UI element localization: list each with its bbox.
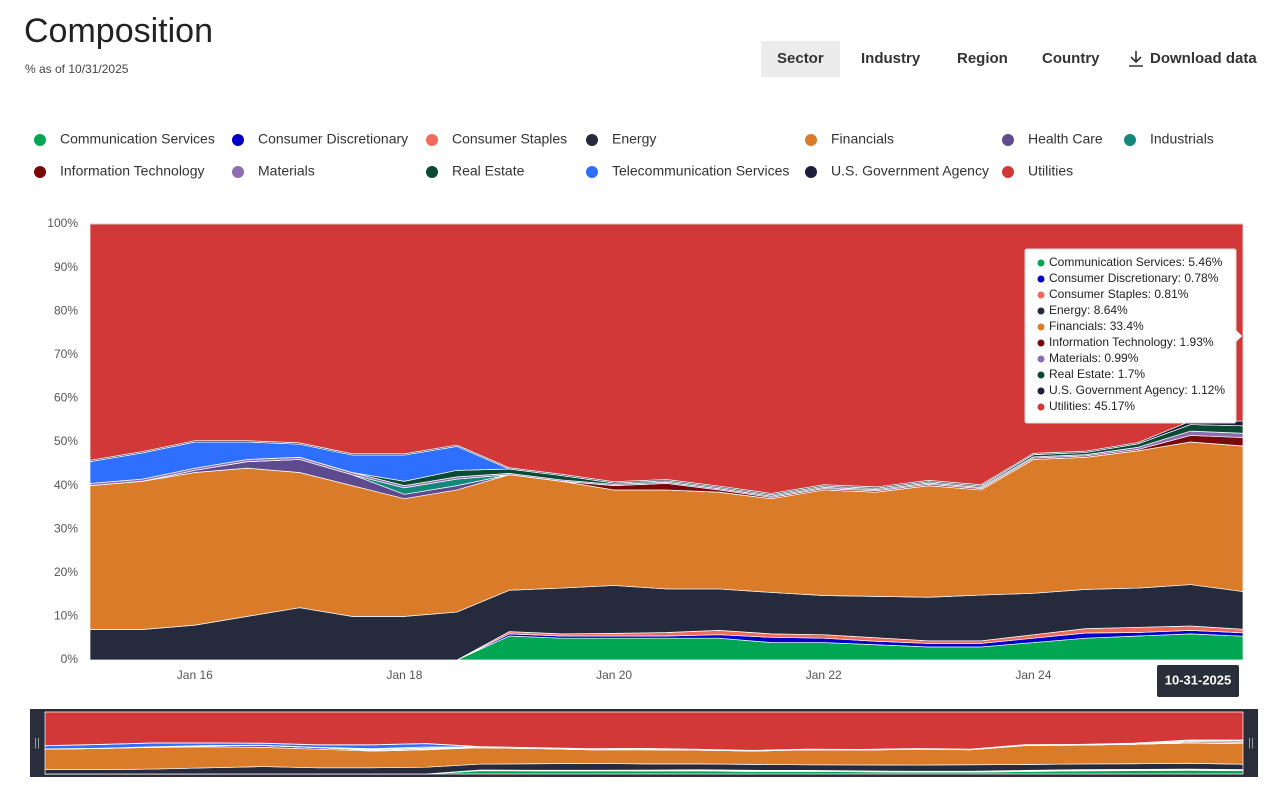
- navigator-handle[interactable]: ||: [34, 737, 40, 749]
- tooltip-arrow: [1236, 330, 1242, 342]
- download-button[interactable]: Download data: [1128, 41, 1257, 77]
- legend-label: Information Technology: [60, 163, 205, 179]
- tooltip-label: Information Technology: 1.93%: [1049, 335, 1214, 349]
- legend-marker: [34, 166, 46, 178]
- y-tick-label: 40%: [54, 478, 78, 492]
- legend-label: Materials: [258, 163, 315, 179]
- tooltip-marker: [1037, 371, 1045, 379]
- navigator-area: [44, 711, 1244, 751]
- legend-marker: [805, 166, 817, 178]
- legend-label: Real Estate: [452, 163, 525, 179]
- tooltip-label: Energy: 8.64%: [1049, 303, 1128, 317]
- y-tick-label: 60%: [54, 391, 78, 405]
- tab[interactable]: Country: [1042, 50, 1100, 67]
- date-badge: [1157, 665, 1239, 697]
- tooltip-label: Consumer Discretionary: 0.78%: [1049, 271, 1219, 285]
- legend-label: Telecommunication Services: [612, 163, 789, 179]
- tooltip-label: Materials: 0.99%: [1049, 351, 1139, 365]
- navigator-handle[interactable]: ||: [1248, 737, 1254, 749]
- y-tick-label: 0%: [61, 652, 79, 666]
- x-tick-label: Jan 20: [596, 668, 632, 682]
- tooltip-marker: [1037, 387, 1045, 395]
- legend-label: Consumer Discretionary: [258, 131, 408, 147]
- legend-marker: [232, 134, 244, 146]
- x-tick-label: Jan 16: [177, 668, 213, 682]
- tooltip-label: Utilities: 45.17%: [1049, 399, 1135, 413]
- legend-marker: [1002, 134, 1014, 146]
- x-tick-label: Jan 18: [386, 668, 422, 682]
- legend-label: Communication Services: [60, 131, 215, 147]
- legend-marker: [1124, 134, 1136, 146]
- legend-label: Industrials: [1150, 131, 1214, 147]
- tooltip-marker: [1037, 403, 1045, 411]
- y-tick-label: 20%: [54, 565, 78, 579]
- tooltip-label: Communication Services: 5.46%: [1049, 255, 1223, 269]
- legend-marker: [586, 166, 598, 178]
- legend-label: Consumer Staples: [452, 131, 567, 147]
- date-badge-label: 10-31-2025: [1165, 672, 1232, 687]
- legend-marker: [426, 134, 438, 146]
- legend-marker: [805, 134, 817, 146]
- tooltip-marker: [1037, 355, 1045, 363]
- y-tick-label: 50%: [54, 434, 78, 448]
- download-label: Download data: [1150, 50, 1257, 67]
- y-tick-label: 90%: [54, 260, 78, 274]
- legend-label: Energy: [612, 131, 656, 147]
- tooltip-marker: [1037, 291, 1045, 299]
- legend-marker: [34, 134, 46, 146]
- page-title: Composition: [24, 12, 213, 50]
- tooltip-label: U.S. Government Agency: 1.12%: [1049, 383, 1225, 397]
- y-tick-label: 80%: [54, 303, 78, 317]
- download-icon: [1129, 51, 1143, 67]
- tooltip-label: Consumer Staples: 0.81%: [1049, 287, 1189, 301]
- page-subtitle: % as of 10/31/2025: [25, 62, 129, 76]
- legend-marker: [1002, 166, 1014, 178]
- legend-marker: [232, 166, 244, 178]
- tab[interactable]: Sector: [761, 41, 840, 77]
- tooltip-marker: [1037, 323, 1045, 331]
- tooltip-marker: [1037, 307, 1045, 315]
- legend-label: U.S. Government Agency: [831, 163, 989, 179]
- x-tick-label: Jan 22: [806, 668, 842, 682]
- y-tick-label: 10%: [54, 609, 78, 623]
- legend-marker: [586, 134, 598, 146]
- legend-label: Health Care: [1028, 131, 1103, 147]
- y-tick-label: 70%: [54, 347, 78, 361]
- tooltip-marker: [1037, 259, 1045, 267]
- legend-marker: [426, 166, 438, 178]
- tooltip-label: Real Estate: 1.7%: [1049, 367, 1145, 381]
- y-tick-label: 100%: [47, 216, 78, 230]
- tooltip-marker: [1037, 275, 1045, 283]
- legend-label: Utilities: [1028, 163, 1073, 179]
- tab[interactable]: Industry: [861, 50, 921, 67]
- tab[interactable]: Region: [957, 50, 1008, 67]
- legend-label: Financials: [831, 131, 894, 147]
- x-tick-label: Jan 24: [1015, 668, 1051, 682]
- y-tick-label: 30%: [54, 521, 78, 535]
- tooltip-label: Financials: 33.4%: [1049, 319, 1144, 333]
- tooltip-marker: [1037, 339, 1045, 347]
